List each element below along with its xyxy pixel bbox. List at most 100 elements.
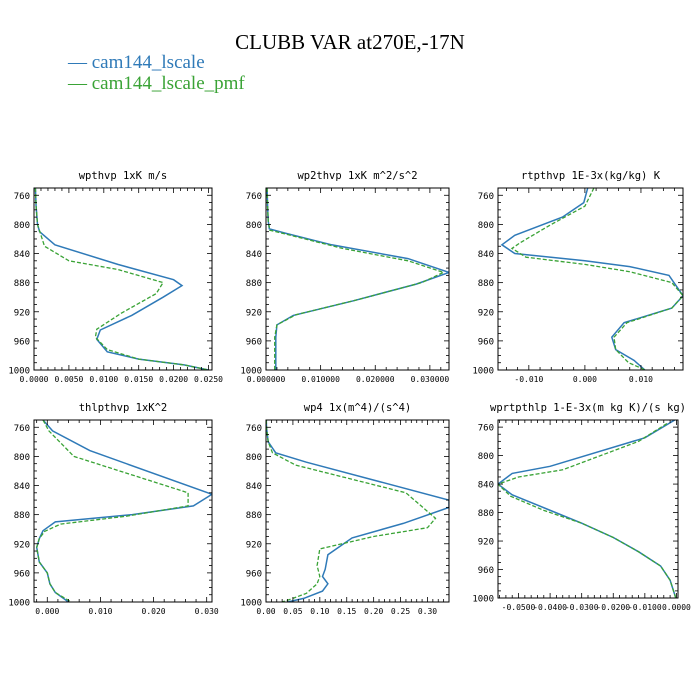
y-tick-label: 1000 bbox=[472, 595, 494, 605]
y-tick-label: 880 bbox=[14, 511, 30, 521]
panel-3: rtpthvp 1E-3x(kg/kg) K 760 800 840 880 920 960… bbox=[472, 170, 684, 384]
x-tick-label: 0.030000 bbox=[411, 375, 450, 384]
panel-4: thlpthvp 1xK^2 760 800 840 880 920 960 1000 0.00… bbox=[8, 402, 219, 616]
panel-6: wprtpthlp 1-E-3x(m kg K)/(s kg) 760 800 840… bbox=[472, 402, 691, 612]
plot-frame bbox=[33, 419, 213, 603]
x-tick-label: 0.0250 bbox=[194, 375, 223, 384]
series-line-lscale-pmf bbox=[34, 188, 209, 370]
x-tick-label: -0.0100 bbox=[628, 603, 662, 612]
y-tick-label: 840 bbox=[14, 250, 30, 260]
y-tick-label: 760 bbox=[478, 192, 494, 202]
y-tick-label: 960 bbox=[478, 337, 494, 347]
legend-item-lscale: — cam144_lscale bbox=[68, 52, 205, 73]
y-tick-label: 880 bbox=[246, 279, 262, 289]
figure-title: CLUBB VAR at270E,-17N bbox=[235, 30, 465, 54]
plot-frame bbox=[265, 187, 450, 371]
x-tick-label: 0.010 bbox=[629, 375, 653, 384]
x-tick-label: 0.15 bbox=[337, 607, 356, 616]
x-tick-label: -0.0300 bbox=[565, 603, 599, 612]
plot-frame bbox=[497, 419, 679, 599]
x-tick-label: -0.0200 bbox=[596, 603, 630, 612]
x-tick-label: 0.0200 bbox=[159, 375, 188, 384]
y-tick-label: 800 bbox=[478, 221, 494, 231]
y-tick-label: 840 bbox=[246, 250, 262, 260]
x-tick-label: 0.0100 bbox=[89, 375, 118, 384]
panel-1: wpthvp 1xK m/s76080084088092096010000.00… bbox=[8, 170, 223, 384]
series-line-lscale bbox=[35, 420, 212, 602]
panel-2: wp2thvp 1xK m^2/s^2 760 800 840 880 920 960 100… bbox=[240, 170, 450, 384]
panel-title: wprtpthlp 1-E-3x(m kg K)/(s kg) bbox=[490, 402, 686, 414]
x-tick-label: 0.00 bbox=[256, 607, 275, 616]
y-tick-label: 800 bbox=[246, 221, 262, 231]
series-line-lscale bbox=[266, 188, 449, 370]
plot-frame bbox=[33, 187, 213, 371]
y-tick-label: 1000 bbox=[472, 367, 494, 377]
plot-frame bbox=[265, 419, 450, 603]
series-line-lscale-pmf bbox=[498, 423, 677, 598]
y-tick-label: 920 bbox=[246, 540, 262, 550]
y-tick-label: 840 bbox=[478, 250, 494, 260]
panel-title: wpthvp 1xK m/s bbox=[79, 170, 168, 182]
y-tick-label: 1000 bbox=[240, 599, 262, 609]
y-tick-label: 840 bbox=[246, 482, 262, 492]
series-line-lscale-pmf bbox=[36, 420, 189, 602]
y-tick-label: 1000 bbox=[8, 367, 30, 377]
plot-frame bbox=[497, 187, 684, 371]
y-tick-label: 960 bbox=[246, 337, 262, 347]
y-tick-label: 800 bbox=[14, 453, 30, 463]
series-line-lscale-pmf bbox=[266, 188, 446, 370]
x-tick-label: -0.0500 bbox=[502, 603, 536, 612]
x-tick-label: 0.030 bbox=[195, 607, 219, 616]
y-tick-label: 840 bbox=[478, 481, 494, 491]
y-tick-label: 800 bbox=[246, 453, 262, 463]
panel-5: wp4 1x(m^4)/(s^4)76080084088092096010000… bbox=[240, 402, 450, 616]
y-tick-label: 960 bbox=[478, 566, 494, 576]
panel-title: thlpthvp 1xK^2 bbox=[79, 402, 168, 414]
y-tick-label: 880 bbox=[14, 279, 30, 289]
y-tick-label: 880 bbox=[246, 511, 262, 521]
y-tick-label: 920 bbox=[14, 308, 30, 318]
x-tick-label: 0.020000 bbox=[356, 375, 395, 384]
x-tick-label: 0.000 bbox=[573, 375, 597, 384]
x-tick-label: -0.0400 bbox=[533, 603, 567, 612]
panel-title: wp2thvp 1xK m^2/s^2 bbox=[297, 170, 417, 182]
y-tick-label: 760 bbox=[246, 424, 262, 434]
y-tick-label: 920 bbox=[478, 538, 494, 548]
y-tick-label: 960 bbox=[246, 569, 262, 579]
x-tick-label: 0.0000 bbox=[20, 375, 49, 384]
y-tick-label: 920 bbox=[478, 308, 494, 318]
y-tick-label: 880 bbox=[478, 279, 494, 289]
y-tick-label: 920 bbox=[14, 540, 30, 550]
y-tick-label: 840 bbox=[14, 482, 30, 492]
y-tick-label: 760 bbox=[14, 424, 30, 434]
x-tick-label: 0.10 bbox=[310, 607, 329, 616]
panel-title: rtpthvp 1E-3x(kg/kg) K bbox=[521, 170, 661, 182]
y-tick-label: 800 bbox=[14, 221, 30, 231]
x-tick-label: 0.000 bbox=[35, 607, 59, 616]
x-tick-label: 0.0050 bbox=[54, 375, 83, 384]
y-tick-label: 920 bbox=[246, 308, 262, 318]
y-tick-label: 1000 bbox=[8, 599, 30, 609]
x-tick-label: 0.0150 bbox=[124, 375, 153, 384]
series-line-lscale-pmf bbox=[510, 188, 683, 370]
x-tick-label: 0.30 bbox=[418, 607, 437, 616]
y-tick-label: 760 bbox=[246, 192, 262, 202]
series-line-lscale bbox=[500, 188, 683, 370]
x-tick-label: 0.000000 bbox=[247, 375, 286, 384]
x-tick-label: 0.20 bbox=[364, 607, 383, 616]
x-tick-label: 0.0000 bbox=[662, 603, 691, 612]
y-tick-label: 960 bbox=[14, 337, 30, 347]
x-tick-label: 0.020 bbox=[142, 607, 166, 616]
series-line-lscale bbox=[34, 188, 209, 370]
series-line-lscale bbox=[498, 420, 677, 598]
legend-item-lscale-pmf: — cam144_lscale_pmf bbox=[68, 73, 245, 94]
x-tick-label: 0.010000 bbox=[301, 375, 340, 384]
series-line-lscale-pmf bbox=[266, 420, 437, 602]
x-tick-label: 0.25 bbox=[391, 607, 410, 616]
x-tick-label: 0.010 bbox=[88, 607, 112, 616]
y-tick-label: 1000 bbox=[240, 367, 262, 377]
x-tick-label: -0.010 bbox=[514, 375, 543, 384]
series-line-lscale bbox=[266, 420, 449, 602]
y-tick-label: 760 bbox=[478, 424, 494, 434]
